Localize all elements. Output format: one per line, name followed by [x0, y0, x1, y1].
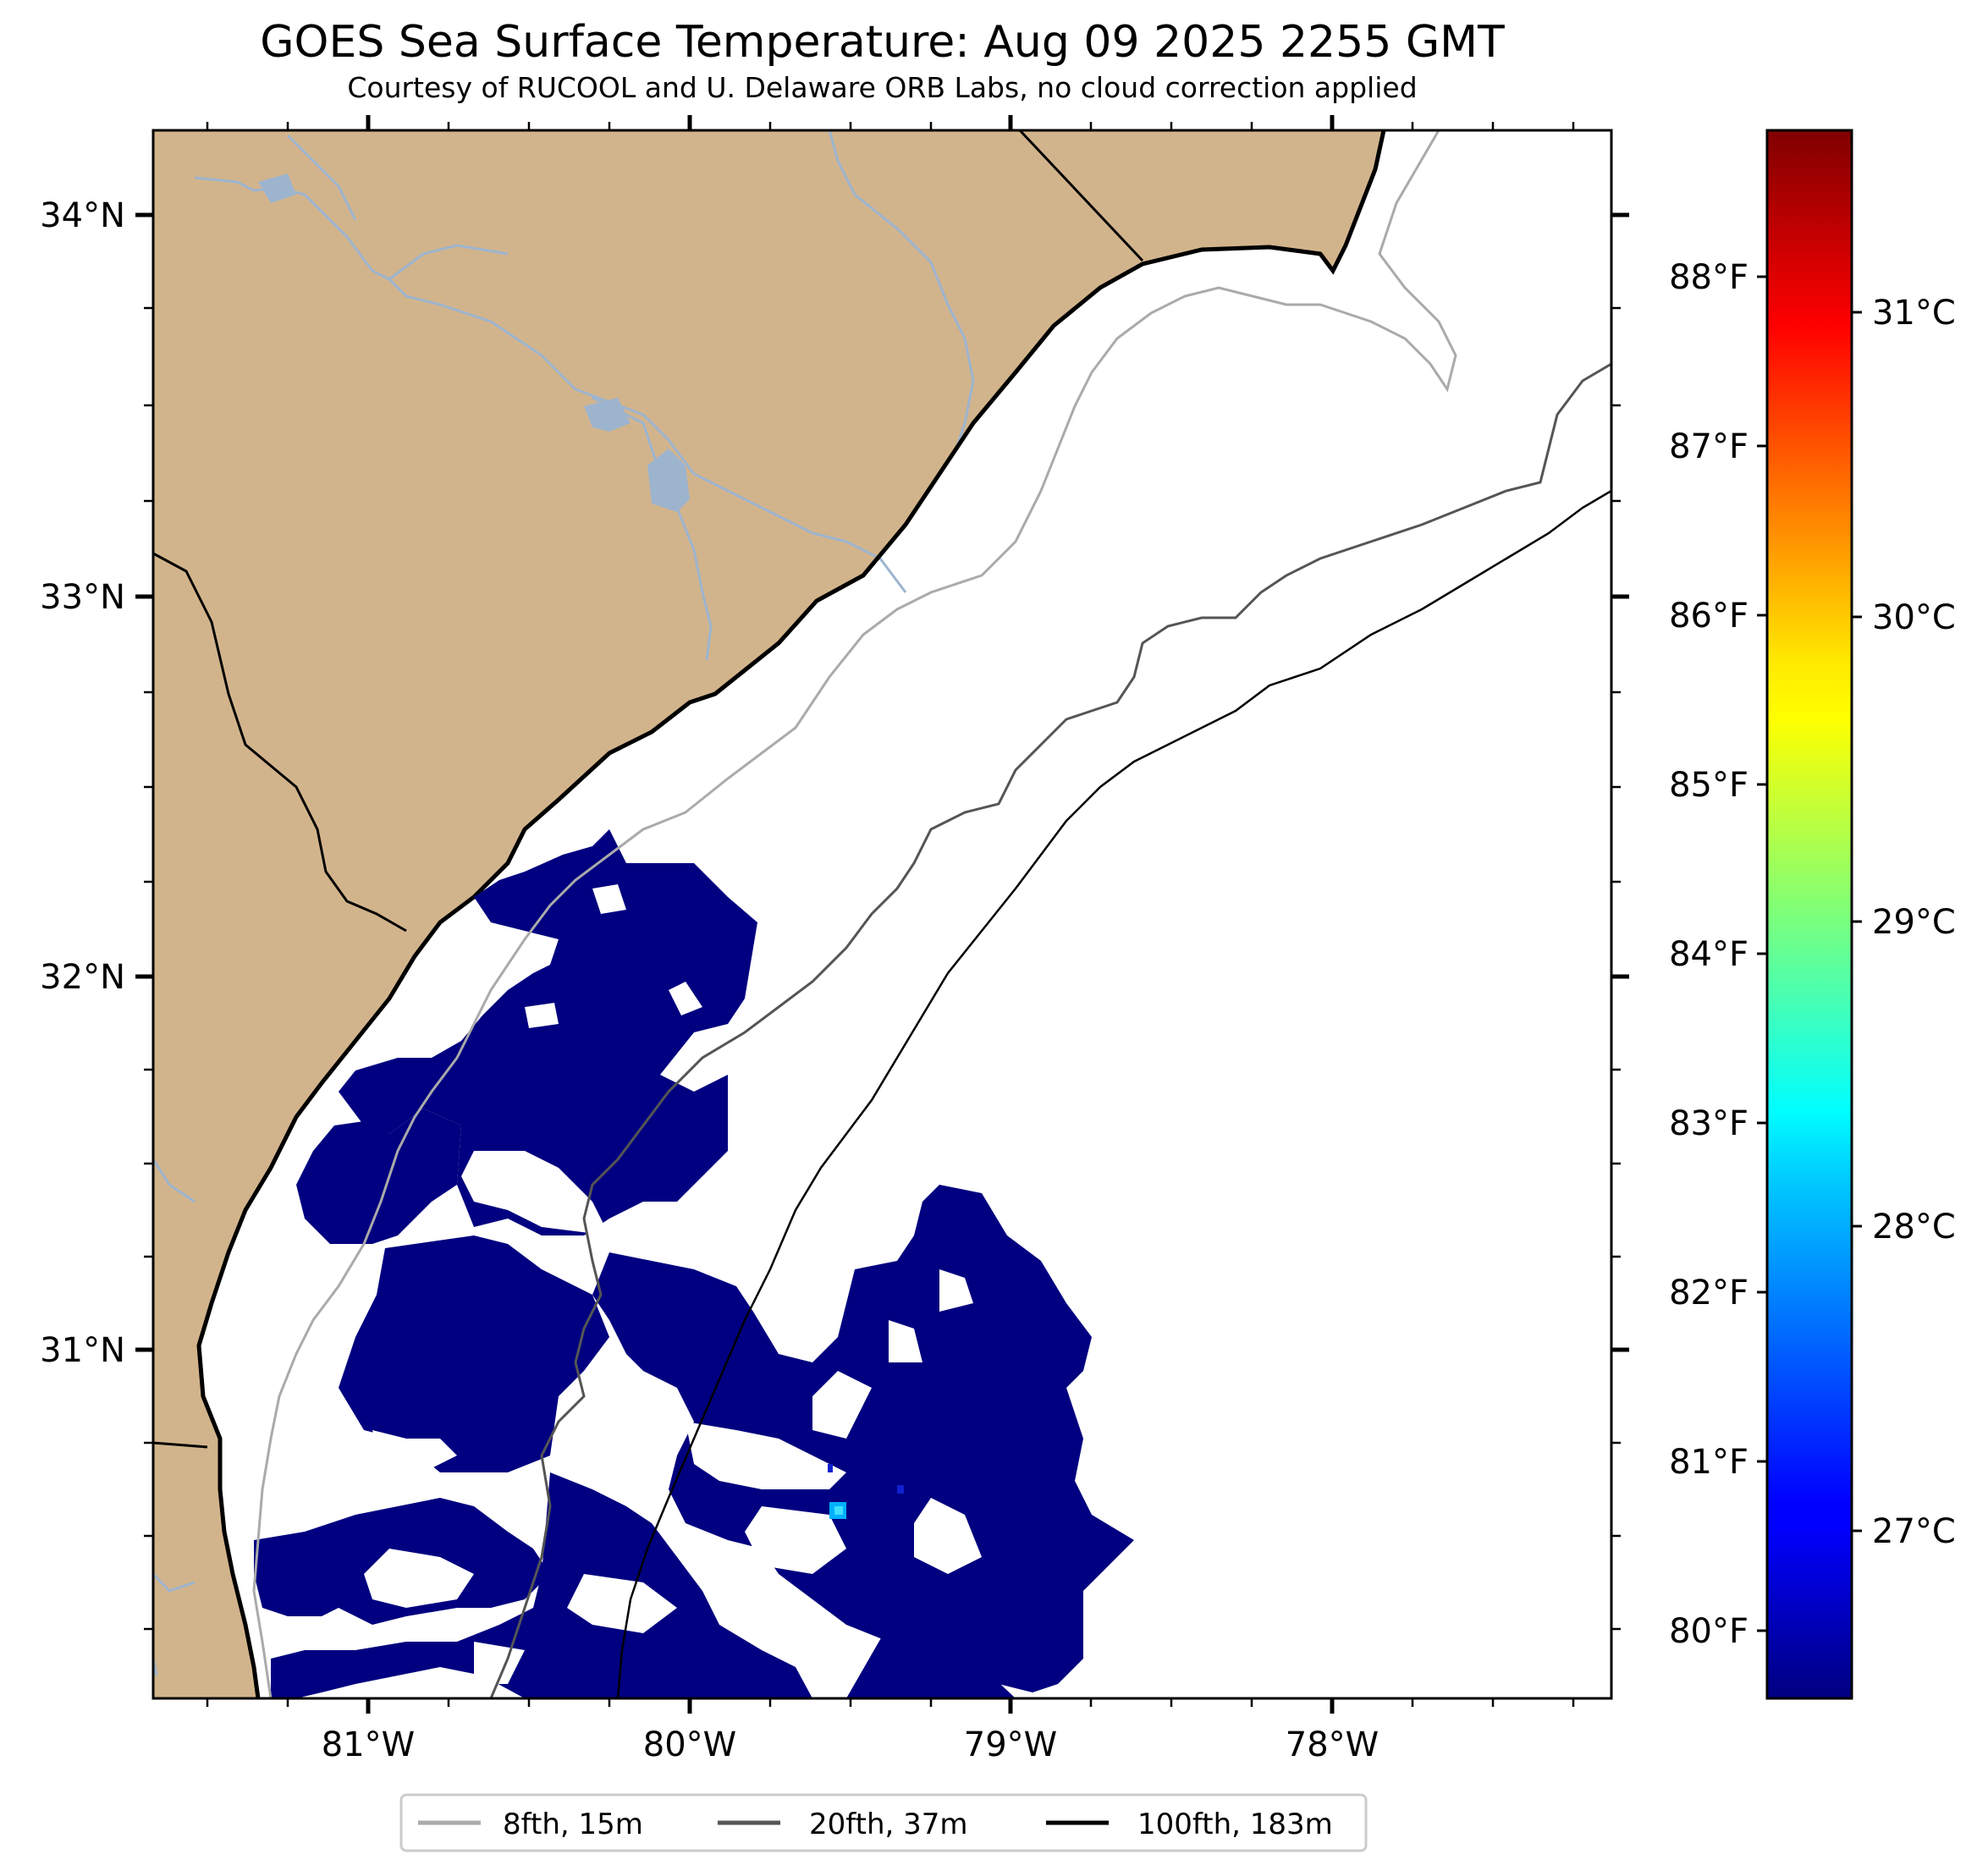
sst-observed-area	[254, 829, 1134, 1698]
isobath-20fth	[489, 362, 1611, 1698]
lake	[584, 398, 631, 432]
coastline	[196, 130, 1386, 1698]
legend-label-100fth: 100fth, 183m	[1137, 1808, 1333, 1841]
chart-subtitle: Courtesy of RUCOOL and U. Delaware ORB L…	[347, 71, 1418, 104]
colorbar-frame	[1765, 129, 1853, 1700]
lake	[647, 448, 690, 512]
state-borders	[153, 130, 1144, 1449]
lon-label-80w: 80°W	[643, 1725, 736, 1764]
chart-title: GOES Sea Surface Temperature: Aug 09 202…	[260, 17, 1505, 68]
colorbar-label-87f: 87°F	[1669, 427, 1748, 466]
sst-pixel	[828, 1464, 833, 1472]
colorbar-label-28c: 28°C	[1872, 1208, 1956, 1246]
isobath-8fth	[252, 130, 1457, 1698]
axis-ticks	[135, 115, 1629, 1714]
lon-label-78w: 78°W	[1286, 1725, 1379, 1764]
colorbar-label-30c: 30°C	[1872, 598, 1956, 637]
colorbar-label-86f: 86°F	[1669, 597, 1748, 636]
legend: 8fth, 15m 20fth, 37m 100fth, 183m	[399, 1793, 1368, 1852]
colorbar: 88°F 87°F 86°F 85°F 84°F 83°F 82°F 81°F …	[1669, 129, 1956, 1700]
colorbar-label-80f: 80°F	[1669, 1612, 1748, 1651]
legend-box	[399, 1793, 1368, 1852]
legend-label-20fth: 20fth, 37m	[809, 1808, 968, 1841]
lon-label-79w: 79°W	[964, 1725, 1057, 1764]
colorbar-label-88f: 88°F	[1669, 258, 1748, 297]
legend-label-8fth: 8fth, 15m	[503, 1808, 643, 1841]
colorbar-ticks-f	[1757, 275, 1767, 1632]
colorbar-label-83f: 83°F	[1669, 1104, 1748, 1143]
map-frame	[151, 129, 1613, 1700]
sst-no-data-patches	[364, 884, 982, 1684]
lat-label-33n: 33°N	[40, 578, 125, 617]
land-area	[153, 130, 1384, 1698]
colorbar-label-27c: 27°C	[1872, 1512, 1956, 1551]
rivers	[153, 130, 975, 1676]
lat-label-32n: 32°N	[40, 958, 125, 997]
lat-label-34n: 34°N	[40, 196, 125, 235]
colorbar-label-82f: 82°F	[1669, 1274, 1748, 1312]
isobath-100fth	[616, 489, 1611, 1698]
lon-label-81w: 81°W	[322, 1725, 415, 1764]
warm-anomaly-core	[834, 1506, 843, 1515]
colorbar-label-85f: 85°F	[1669, 766, 1748, 805]
colorbar-gradient	[1767, 130, 1852, 1698]
colorbar-ticks-c	[1852, 311, 1862, 1533]
lake	[258, 173, 296, 203]
colorbar-label-81f: 81°F	[1669, 1443, 1748, 1482]
colorbar-label-84f: 84°F	[1669, 935, 1748, 974]
map-panel: 81°W 80°W 79°W 78°W 34°N 33°N 32°N 31°N	[40, 115, 1629, 1764]
colorbar-label-31c: 31°C	[1872, 294, 1956, 333]
colorbar-label-29c: 29°C	[1872, 903, 1956, 942]
sst-pixel	[897, 1485, 904, 1494]
lat-label-31n: 31°N	[40, 1331, 125, 1370]
